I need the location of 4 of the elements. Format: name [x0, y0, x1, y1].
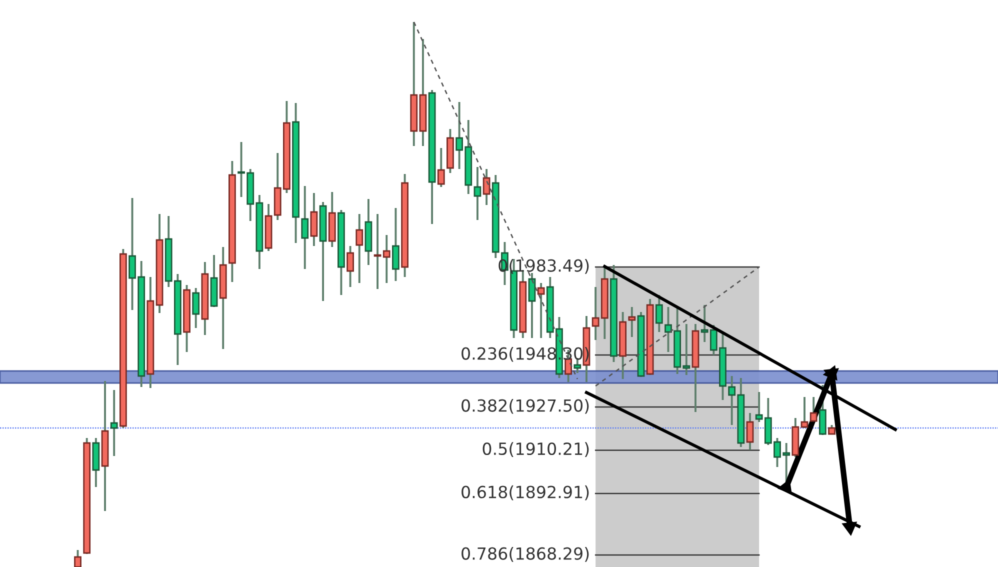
ref-line-label: 0.382(1927.50) — [462, 398, 589, 414]
ref-line-label: 0.5(1910.21) — [482, 442, 589, 458]
ref-line-label: 0.618(1892.91) — [462, 485, 589, 500]
ref-line-label: 0.786(1868.29) — [462, 546, 589, 562]
